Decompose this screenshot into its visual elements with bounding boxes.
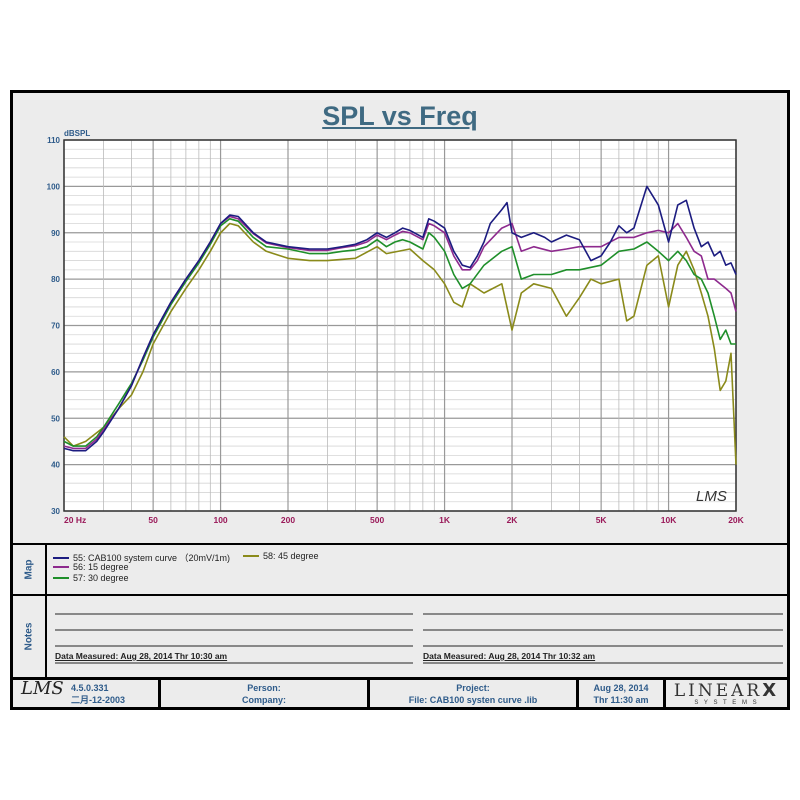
x-tick-label: 20 Hz (64, 515, 86, 525)
x-tick-label: 10K (661, 515, 677, 525)
note-line (423, 613, 783, 615)
legend-swatch (53, 566, 69, 568)
note-line (55, 613, 413, 615)
brand-sub: S Y S T E M S (694, 700, 759, 706)
y-tick-label: 60 (51, 368, 60, 377)
plot-border (63, 139, 737, 512)
x-tick-label: 5K (596, 515, 608, 525)
footer-time: Thr 11:30 am (593, 695, 649, 705)
legend-swatch (53, 556, 69, 559)
series-line (63, 185, 737, 452)
y-tick-label: 40 (51, 461, 60, 470)
legend-item: 58: 45 degree (243, 551, 319, 561)
legend-item: 56: 15 degree (53, 562, 129, 572)
legend-swatch (243, 555, 259, 557)
note-line (423, 662, 783, 664)
x-tick-label: 500 (370, 515, 384, 525)
build-date-text: 二月-12-2003 (71, 695, 126, 705)
note-line (55, 629, 413, 631)
lms-watermark: LMS (696, 488, 727, 505)
y-tick-label: 70 (51, 322, 60, 331)
chart-title: SPL vs Freq (322, 101, 478, 131)
footer-date-cell: Aug 28, 2014 Thr 11:30 am (579, 680, 663, 707)
x-tick-label: 50 (148, 515, 158, 525)
x-tick-label: 1K (439, 515, 451, 525)
version-text: 4.5.0.331 (71, 683, 109, 693)
y-tick-label: 110 (47, 136, 60, 145)
person-label: Person: (247, 683, 281, 693)
legend-item: 55: CAB100 system curve （20mV/1m) (53, 551, 230, 564)
footer-person-cell: Person: Company: (161, 680, 367, 707)
legend-panel: 55: CAB100 system curve （20mV/1m) 56: 15… (47, 545, 787, 594)
chart-panel: SPL vs Freq 30 40 50 60 70 80 90 100 110 20 Hz 50 1… (13, 93, 787, 543)
linearx-logo: LINEARX S Y S T E M S (666, 680, 787, 707)
report-frame: SPL vs Freq 30 40 50 60 70 80 90 100 110 20 Hz 50 1… (10, 90, 790, 710)
series-line (63, 218, 736, 447)
y-tick-label: 80 (51, 275, 60, 284)
footer-version-cell: LMS 4.5.0.331 二月-12-2003 (13, 680, 158, 707)
measured-date-right: Data Measured: Aug 28, 2014 Thr 10:32 am (423, 651, 596, 661)
legend-item: 57: 30 degree (53, 573, 129, 583)
measured-date-left: Data Measured: Aug 28, 2014 Thr 10:30 am (55, 651, 228, 661)
y-tick-label: 50 (51, 414, 60, 423)
x-tick-label: 200 (281, 515, 295, 525)
x-tick-label: 2K (507, 515, 519, 525)
notes-panel: Data Measured: Aug 28, 2014 Thr 10:30 am… (47, 596, 787, 677)
footer-project-cell: Project: File: CAB100 systen curve .lib (370, 680, 576, 707)
x-tick-label: 100 (213, 515, 227, 525)
project-label: Project: (456, 683, 490, 693)
y-tick-label: 90 (51, 229, 60, 238)
legend-swatch (53, 577, 69, 579)
note-line (55, 645, 413, 647)
notes-label: Notes (13, 596, 45, 677)
company-label: Company: (241, 695, 286, 705)
note-line (423, 629, 783, 631)
brand-text: LINEAR (673, 681, 763, 701)
y-tick-label: 100 (47, 182, 61, 191)
brand-x: X (762, 680, 780, 701)
series-line (63, 222, 737, 465)
map-label: Map (13, 545, 45, 594)
note-line (55, 662, 413, 664)
footer-date: Aug 28, 2014 (593, 683, 649, 693)
note-line (423, 645, 783, 647)
lms-logo: LMS (21, 678, 64, 699)
x-tick-label: 20K (728, 515, 744, 525)
y-axis-label: dBSPL (64, 129, 90, 138)
y-tick-label: 30 (51, 507, 60, 516)
file-label: File: CAB100 systen curve .lib (408, 695, 538, 705)
spl-chart: 30 40 50 60 70 80 90 100 110 20 Hz 50 100 200 500 1K 2K… (47, 129, 745, 525)
